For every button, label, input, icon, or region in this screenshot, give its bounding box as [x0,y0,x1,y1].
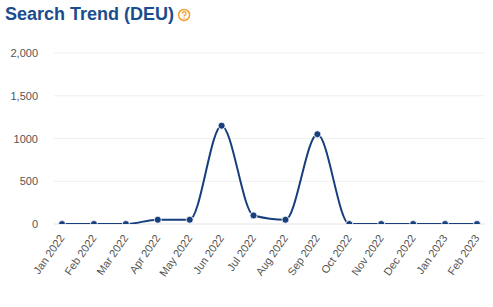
point [90,221,97,225]
line [62,126,477,224]
y-tick-label: 2,000 [10,47,38,59]
y-tick-label: 1000 [14,133,38,145]
help-icon [179,10,190,21]
x-tick-label: Jul 2022 [224,232,258,273]
grid-line [54,181,485,182]
x-tick-label: Jan 2023 [414,232,450,276]
point [250,212,257,219]
plot-area [59,122,481,224]
point [122,221,129,225]
y-tick-label: 500 [20,175,38,187]
help-icon-circle [179,10,190,21]
point [346,221,353,225]
grid-line [54,95,485,96]
point [59,221,66,225]
point [218,122,225,129]
x-tick-label: Oct 2022 [319,232,354,275]
point [314,131,321,138]
point [474,221,481,225]
x-tick-label: Dec 2022 [381,232,418,277]
x-tick-label: Feb 2023 [445,232,481,277]
help-icon-glyph [182,12,186,17]
grid-line [54,138,485,139]
point [378,221,385,225]
help-icon-dot [183,17,185,19]
x-tick-label: Sep 2022 [285,232,322,277]
title: Search Trend (DEU) [5,4,174,24]
point [410,221,417,225]
point [282,216,289,223]
point [154,216,161,223]
chart: Search Trend (DEU) 0 500 1000 1,500 2,000 Jan … [0,0,493,307]
point [442,221,449,225]
y-tick-label: 1,500 [10,90,38,102]
grid-line [54,53,485,54]
x-tick-label: Jun 2022 [190,232,226,276]
x-tick-label: Mar 2022 [94,232,130,277]
x-tick-label: May 2022 [157,232,195,278]
x-tick-label: Apr 2022 [127,232,162,275]
point [186,216,193,223]
y-tick-label: 0 [32,218,38,230]
x-tick-label: Jan 2022 [31,232,67,276]
